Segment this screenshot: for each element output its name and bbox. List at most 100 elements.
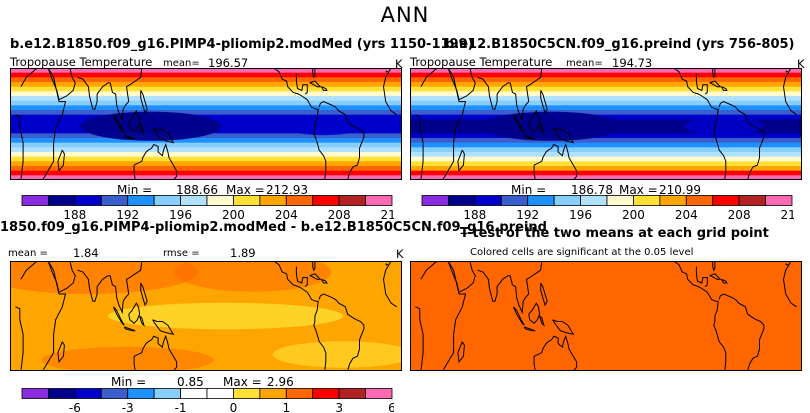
- coastline-8: [139, 123, 145, 135]
- coastline-4: [77, 261, 143, 315]
- panel-1-min-value: 188.66: [176, 183, 218, 197]
- colorbar-cell: [285, 195, 314, 206]
- coastline-15: [312, 261, 316, 272]
- coastline-6: [123, 326, 136, 332]
- colorbar-cell: [312, 388, 340, 399]
- colorbar-tick-label: 6: [388, 401, 394, 413]
- diff-patch-south: [272, 341, 402, 368]
- coastline-0: [420, 68, 467, 180]
- map-frame: [410, 68, 802, 180]
- coastline-11: [533, 142, 578, 180]
- colorbar-tick-label: 208: [728, 208, 751, 222]
- colorbar-tick-label: 204: [275, 208, 298, 222]
- panel-1-variable: Tropopause Temperature: [10, 55, 153, 69]
- panel-1-max-value: 212.93: [266, 183, 308, 197]
- temperature-band: [410, 152, 802, 158]
- map-frame: [10, 261, 402, 371]
- colorbar-cell: [421, 195, 449, 206]
- colorbar-cell: [338, 195, 366, 206]
- warm-pool-minimum: [480, 111, 622, 141]
- coastline-3: [447, 261, 476, 293]
- panel-3-mean-value: 1.84: [73, 246, 99, 260]
- temperature-band: [410, 166, 802, 172]
- colorbar-cell: [580, 195, 608, 206]
- panel-2-min-label: Min =: [511, 183, 547, 197]
- coastline-12: [273, 261, 327, 371]
- coastline-10: [540, 90, 548, 115]
- panel-2-map: [410, 68, 802, 180]
- panel-2-colorbar: 188 192 196 200 204 208 212: [421, 195, 794, 222]
- panel-1-max-label: Max =: [226, 183, 265, 197]
- colorbar-cell: [765, 195, 793, 206]
- colorbar-tick-label: 1: [282, 401, 290, 413]
- colorbar-cell: [259, 195, 287, 206]
- temperature-band: [10, 110, 402, 116]
- coastline-13: [318, 293, 365, 371]
- warm-pool-minimum: [80, 111, 222, 141]
- temperature-band: [10, 82, 402, 88]
- colorbar-cell: [338, 388, 366, 399]
- colorbar-tick-label: 192: [516, 208, 539, 222]
- colorbar-cell: [206, 195, 234, 206]
- panel-2-max-label: Max =: [619, 183, 658, 197]
- coastline-15: [312, 68, 316, 79]
- panel-3-rmse-value: 1.89: [230, 246, 256, 260]
- colorbar-cell: [259, 388, 287, 399]
- colorbar-cell: [180, 195, 208, 206]
- panel-1-units: K: [395, 57, 403, 71]
- diff-patch-equator: [108, 302, 344, 330]
- colorbar-cell: [312, 195, 340, 206]
- temperature-band: [10, 96, 402, 102]
- coastline-18: [785, 70, 788, 73]
- temperature-band: [410, 91, 802, 97]
- colorbar-cell: [633, 195, 661, 206]
- panel-3-min-label: Min =: [111, 375, 147, 389]
- coastline-1: [15, 68, 397, 180]
- temperature-band: [10, 86, 402, 92]
- coastline-6: [523, 134, 536, 140]
- colorbar-tick-label: 212: [781, 208, 794, 222]
- panel-4-map: [410, 261, 802, 371]
- temperature-band: [410, 100, 802, 106]
- panel-3-colorbar: -6 -3 -1 0 1 3 6: [21, 388, 394, 413]
- colorbar-cell: [127, 388, 155, 399]
- coastline-8: [539, 123, 545, 135]
- panel-1-colorbar: 188 192 196 200 204 208 212: [21, 195, 394, 222]
- colorbar-cell: [233, 195, 261, 206]
- coastline-0: [20, 261, 67, 371]
- coastline-7: [528, 302, 541, 324]
- temperature-band: [410, 110, 802, 116]
- panel-3-title: 1850.f09_g16.PIMP4-pliomip2.modMed - b.e…: [0, 220, 547, 235]
- colorbar-cell: [74, 195, 102, 206]
- coastline-5: [112, 306, 125, 326]
- colorbar-cell: [206, 388, 234, 399]
- colorbar-cell: [127, 195, 155, 206]
- coastline-8: [539, 315, 545, 327]
- temperature-band: [10, 170, 402, 176]
- coastline-4: [477, 261, 543, 315]
- panel-3-min-value: 0.85: [177, 375, 204, 389]
- colorbar-tick-label: 192: [116, 208, 139, 222]
- panel-1-min-label: Min =: [117, 183, 153, 197]
- panel-2-max-value: 210.99: [659, 183, 701, 197]
- colorbar-cell: [48, 195, 76, 206]
- colorbar-cell: [365, 388, 393, 399]
- map-frame: [410, 261, 802, 371]
- colorbar-tick-label: 212: [381, 208, 394, 222]
- temperature-band: [410, 105, 802, 111]
- panel-1-mean-label: mean=: [163, 58, 200, 69]
- colorbar-cell: [527, 195, 555, 206]
- coastline-16: [709, 273, 722, 280]
- coastline-17: [720, 86, 728, 91]
- coastline-7: [128, 302, 141, 324]
- coastline-9: [552, 319, 575, 336]
- colorbar-cell: [606, 195, 634, 206]
- coastline-10: [140, 90, 148, 115]
- temperature-band: [410, 77, 802, 83]
- temperature-band: [410, 82, 802, 88]
- colorbar-tick-label: 196: [569, 208, 592, 222]
- colorbar-tick-label: 196: [169, 208, 192, 222]
- coastline-5: [112, 114, 125, 134]
- panel-2-mean-value: 194.73: [612, 56, 653, 70]
- atlantic-minimum: [284, 117, 363, 136]
